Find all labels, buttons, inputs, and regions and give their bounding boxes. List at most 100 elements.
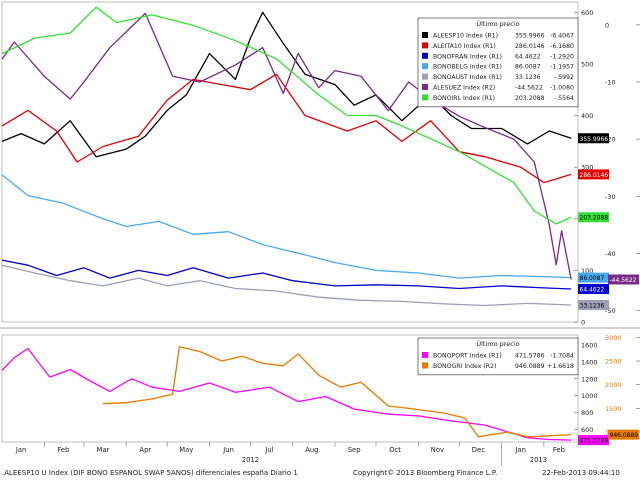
y-right-tick-label: 0 (605, 21, 609, 29)
legend-series-name: .BONOIRL Index (R1) (431, 95, 495, 102)
legend-change-value: -.5992 (554, 74, 574, 81)
legend-series-name: .ALEITA10 Index (R1) (431, 43, 496, 50)
legend-change-value: -1.0080 (550, 85, 574, 92)
x-month-label: Sep (348, 446, 361, 454)
legend-series-name: .ALEESP10 Index (R1) (431, 33, 498, 40)
legend-series-name: .BONOAUST Index (R1) (431, 74, 502, 81)
legend-last-value: 286.0146 (515, 43, 545, 50)
legend-swatch (422, 32, 428, 38)
legend-change-value: -.5564 (554, 95, 574, 102)
legend-last-value: 471.5786 (515, 353, 545, 360)
legend-last-value: 33.1236 (515, 74, 541, 81)
legend-last-value: 946.0889 (515, 363, 545, 370)
x-month-label: Feb (57, 446, 69, 454)
series-line-0 (1, 11, 572, 158)
last-value-label: -44.5622 (610, 277, 637, 284)
legend-change-value: -1.2920 (550, 53, 574, 60)
y-left-tick-label: 600 (581, 9, 593, 17)
last-value-label: 355.9966 (580, 136, 609, 143)
legend-series-name: .BONOFRAN Index (R1) (431, 53, 502, 60)
last-value-tag (608, 429, 639, 440)
legend-series-name: .BONOGRI Index (R2) (431, 363, 496, 370)
y-right-tick-label: -50 (605, 307, 616, 315)
y-left-tick-label: 100 (581, 267, 593, 275)
y-right-tick-label: 2000 (605, 381, 622, 389)
y-right-tick-label: -10 (605, 79, 616, 87)
legend-change-value: -6.1680 (550, 43, 574, 50)
x-month-label: Nov (431, 446, 444, 454)
last-value-label: 946.0889 (610, 432, 639, 439)
legend-change-value: +1.6618 (547, 363, 574, 370)
legend-series-name: .BONOBELG Index (R1) (431, 64, 502, 71)
y-left-tick-label: 400 (581, 112, 593, 120)
x-month-label: Jul (264, 446, 273, 454)
y-left-tick-label: 0 (581, 319, 585, 327)
last-value-tag (578, 283, 609, 294)
y-right-tick-label: 3000 (605, 334, 622, 342)
legend-change-value: -1.1957 (550, 64, 574, 71)
series-line-1 (1, 73, 572, 184)
legend-last-value: 203.2088 (515, 95, 545, 102)
y-left-tick-label: 1600 (581, 342, 598, 350)
last-value-tag (578, 133, 609, 144)
legend-title: Último precio (476, 339, 519, 348)
last-value-tag (608, 274, 639, 285)
legend-swatch (422, 352, 428, 358)
legend-box (417, 17, 579, 108)
x-month-label: Jan (514, 446, 525, 454)
footer-timestamp: 22-Feb-2013 09:44:10 (542, 469, 620, 477)
last-value-tag (578, 169, 609, 180)
last-value-label: 471.5786 (580, 438, 609, 445)
series-line-2 (1, 259, 572, 290)
footer-description: .ALEESP10 U Index (DIF BONO ESPANOL SWAP… (2, 469, 298, 477)
legend-series-name: .BONOPORT Index (R1) (431, 353, 502, 360)
series-line-5 (1, 12, 572, 280)
legend-change-value: -6.4067 (550, 33, 574, 40)
x-month-label: Feb (553, 446, 565, 454)
last-value-tag (578, 299, 609, 310)
series-line-1 (102, 346, 572, 438)
legend-last-value: 355.9966 (515, 33, 545, 40)
last-value-tag (578, 212, 609, 223)
y-right-tick-label: -20 (605, 136, 616, 144)
footer-bar: .ALEESP10 U Index (DIF BONO ESPANOL SWAP… (0, 467, 640, 480)
last-value-label: 286.0146 (580, 172, 609, 179)
series-line-0 (1, 347, 572, 441)
x-month-label: Mar (97, 446, 110, 454)
legend-swatch (422, 362, 428, 369)
legend-swatch (422, 52, 428, 59)
x-month-label: May (179, 446, 193, 454)
legend-swatch (422, 94, 428, 101)
footer-copyright: Copyright© 2013 Bloomberg Finance L.P. (353, 469, 498, 477)
x-month-label: Apr (139, 446, 151, 454)
x-month-label: Oct (389, 446, 401, 454)
series-line-4 (1, 264, 572, 307)
legend-title: Último precio (476, 19, 519, 28)
legend-swatch (422, 84, 428, 90)
y-left-tick-label: 1200 (581, 375, 598, 383)
y-left-tick-label: 600 (581, 426, 593, 434)
plot-frame-upper (1, 1, 579, 323)
y-left-tick-label: 300 (581, 164, 593, 172)
y-right-tick-label: -40 (605, 250, 616, 258)
legend-change-value: -1.7084 (550, 353, 574, 360)
legend-last-value: -44.5622 (515, 85, 543, 92)
legend-last-value: 86.0087 (515, 64, 541, 71)
legend-series-name: .ALESUEZ Index (R2) (431, 85, 495, 92)
y-right-tick-label: 1500 (605, 405, 622, 413)
x-month-label: Aug (305, 446, 318, 454)
last-value-label: 203.2088 (580, 215, 609, 222)
last-value-label: 33.1236 (580, 302, 605, 309)
chart-canvas: 60050040030020010000-10-20-30-40-50355.9… (0, 0, 640, 467)
y-right-tick-label: 2500 (605, 358, 622, 366)
y-left-tick-label: 800 (581, 409, 593, 417)
last-value-label: 64.4622 (580, 286, 605, 293)
y-left-tick-label: 500 (581, 60, 593, 68)
legend-last-value: 64.4622 (515, 53, 541, 60)
y-left-tick-label: 1000 (581, 392, 598, 400)
plot-frame-lower (1, 334, 579, 443)
legend-swatch (422, 42, 428, 49)
x-year-label: 2013 (530, 456, 547, 464)
legend-swatch (422, 73, 428, 80)
